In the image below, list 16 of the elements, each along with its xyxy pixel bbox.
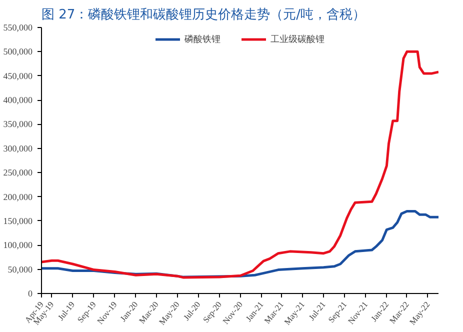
y-tick-label: 450,000	[3, 70, 33, 81]
y-tick-label: 50,000	[8, 264, 33, 274]
y-tick-label: 350,000	[3, 119, 33, 130]
y-tick-label: 400,000	[3, 95, 33, 106]
y-tick-label: 150,000	[3, 216, 33, 226]
y-tick-label: 100,000	[3, 240, 33, 250]
chart-title: 图 27：磷酸铁锂和碳酸锂历史价格走势（元/吨，含税）	[42, 8, 366, 22]
line-series	[42, 50, 438, 279]
y-tick-label: 300,000	[3, 143, 33, 154]
y-tick-label: 550,000	[3, 22, 33, 32]
y-tick-label: 200,000	[3, 192, 33, 202]
y-tick-label: 250,000	[3, 168, 33, 178]
legend-label: 工业级碳酸锂	[270, 34, 324, 46]
y-tick-label: 0	[28, 288, 33, 298]
y-tick-label: 500,000	[3, 46, 33, 57]
legend-label: 磷酸铁锂	[184, 34, 220, 46]
